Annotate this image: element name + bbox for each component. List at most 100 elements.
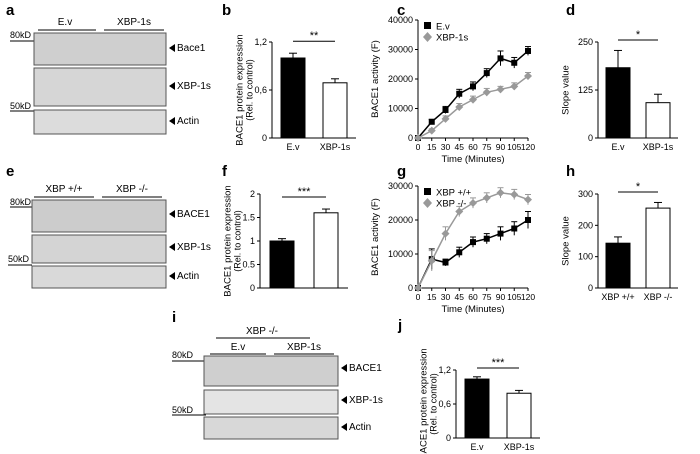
c-point [510,82,519,91]
h-ylabel: Slope value [560,216,571,266]
blot-i-marker-50: 50kD [172,405,194,415]
blot-i-band-2: XBP-1s [349,395,383,406]
j-ytick-label: 1,2 [438,365,451,375]
blot-e-strip-1 [31,199,167,233]
h-ytick-label: 200 [578,220,593,230]
g-ytick-label: 30000 [388,181,413,191]
f-bar [313,212,339,289]
panel-label-b: b [222,2,231,19]
blot-e-arrow-3 [169,272,175,280]
g-legend-label: XBP +/+ [436,188,472,199]
b-ylabel-sub: (Rel. to control) [244,59,254,121]
blot-e-marker-80: 80kD [10,197,32,207]
blot-a-arrow-3 [169,117,175,125]
f-ytick-label: 0 [250,283,255,293]
j-ylabel: BACE1 protein expression [418,348,429,454]
c-ytick-label: 10000 [388,104,413,114]
h-bar [605,242,631,289]
g-ytick-label: 10000 [388,249,413,259]
panel-label-i: i [172,309,176,326]
blot-e-arrow-1 [169,210,175,218]
c-point [525,47,531,54]
c-point [414,134,422,142]
d-category-label: E.v [611,142,625,152]
c-xtick-label: 60 [468,142,478,152]
blot-a-marker-80: 80kD [10,30,32,40]
g-ylabel: BACE1 activity (F) [370,198,381,276]
g-legend-marker [423,198,432,208]
g-ytick-label: 0 [408,283,413,293]
c-point [470,83,476,90]
blot-i-band-3: Actin [349,422,371,433]
c-xtick-label: 0 [416,142,421,152]
g-point [497,230,504,237]
c-point [455,103,464,112]
chart-j: 0 0,6 1,2 BACE1 protein expression (Rel. to … [418,348,540,454]
g-xtick-label: 90 [496,292,506,302]
panel-label-d: d [566,2,575,19]
c-legend-label: E.v [436,22,450,33]
blot-a-strip-1 [33,32,167,66]
c-point [524,72,532,81]
blot-i-group-2: XBP-1s [287,342,321,353]
j-ytick-label: 0,6 [438,399,451,409]
d-bar [605,67,631,139]
f-ytick-label: 1 [250,236,255,246]
b-ytick-label: 0 [262,133,267,143]
j-category-label: XBP-1s [504,442,535,452]
h-bar [645,207,671,289]
c-ytick-label: 30000 [388,45,413,55]
g-point [483,235,490,242]
panel-label-c: c [397,2,405,19]
g-point [524,195,532,204]
d-ytick-label: 250 [578,37,593,47]
blot-e: XBP +/+ XBP -/- 80kD 50kD BACE1 XBP-1s A… [8,184,211,289]
d-significance: * [636,29,641,41]
blot-i-strip-2 [203,389,339,415]
c-point [496,85,505,94]
blot-a-arrow-1 [169,44,175,52]
blot-a-band-3: Actin [177,116,199,127]
g-xtick-label: 105 [507,292,521,302]
c-ylabel: BACE1 activity (F) [370,40,381,118]
blot-i-strip-3 [203,416,339,440]
g-point [496,188,505,197]
g-legend-label: XBP -/- [436,199,466,210]
blot-a-arrow-2 [169,82,175,90]
g-point [456,249,463,256]
g-xtick-label: 120 [521,292,535,302]
g-point [469,199,477,207]
c-point [442,106,449,113]
h-ytick-label: 0 [588,283,593,293]
g-xtick-label: 75 [482,292,492,302]
h-significance: * [636,181,641,193]
g-point [427,256,436,265]
f-ylabel: BACE1 protein expression [222,185,233,296]
c-point [441,114,450,123]
chart-g: 0 10000 20000 30000 BACE1 activity (F) 0 15 30 4… [370,181,535,315]
g-point [482,193,491,202]
c-legend-label: XBP-1s [436,33,468,44]
c-ytick-label: 40000 [388,15,413,25]
g-point [511,225,518,232]
g-point [414,284,422,292]
g-point [510,190,519,199]
c-point [427,126,436,135]
chart-h: 0 100 200 300 Slope value XBP +/+ XBP -/- * [560,181,678,302]
blot-a-group-2: XBP-1s [117,17,151,28]
c-xtick-label: 75 [482,142,492,152]
b-ytick-label: 1,2 [254,37,267,47]
c-legend-marker [423,32,432,42]
c-point [469,95,477,104]
c-xlabel: Time (Minutes) [442,154,505,165]
b-bar [322,82,348,139]
chart-c: 0 10000 20000 30000 40000 BACE1 activity (F) 0… [370,15,535,165]
blot-a-strip-2 [33,67,167,107]
blot-e-group-2: XBP -/- [116,184,148,195]
d-ytick-label: 0 [588,133,593,143]
d-ylabel: Slope value [560,65,571,115]
blot-a-band-2: XBP-1s [177,81,211,92]
blot-i-header: XBP -/- [246,326,278,337]
j-category-label: E.v [470,442,484,452]
